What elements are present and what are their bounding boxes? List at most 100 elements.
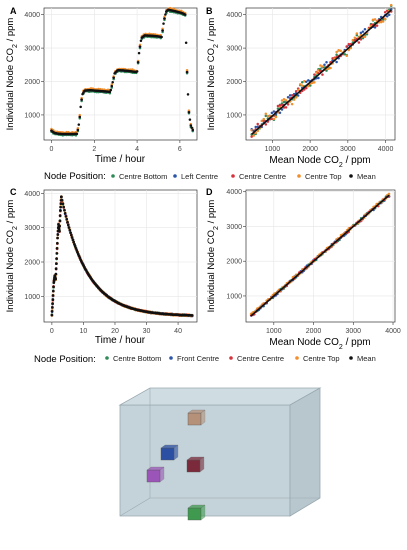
panel-b-point-centre-centre <box>264 123 268 126</box>
centre-bottom-node-front <box>187 507 202 521</box>
y-tick-label: 4000 <box>226 12 242 19</box>
panel-c-point-mean <box>60 199 64 202</box>
panel-b-point-centre-centre <box>375 24 379 27</box>
legend-key-mean <box>349 174 353 178</box>
panel-b-point-left-centre <box>292 92 296 96</box>
panel-b-point-centre-top <box>315 71 318 74</box>
panel-a-point-mean <box>75 132 79 136</box>
panel-b-point-centre-top <box>262 117 266 121</box>
panel-c-ylabel: Individual Node CO2 / ppm <box>5 200 19 313</box>
panel-b-point-centre-top <box>371 18 375 21</box>
panel-b-point-centre-top <box>389 3 393 7</box>
panel-b-point-centre-centre <box>286 103 290 106</box>
panel-b-point-centre-top <box>298 83 302 86</box>
panel-c-points <box>50 195 194 318</box>
panel-c-point-mean <box>72 240 75 244</box>
panel-b-point-centre-bottom <box>300 81 304 84</box>
panel-b-point-centre-top <box>264 112 268 115</box>
panel-b-point-centre-bottom <box>335 53 338 57</box>
x-tick-label: 3000 <box>340 146 356 153</box>
panel-b-point-centre-top <box>311 81 314 85</box>
panel-b-points <box>250 3 393 138</box>
panel-a-point-mean <box>136 60 140 64</box>
panel-a-plot-area <box>43 7 198 141</box>
panel-c-xlabel: Time / hour <box>95 335 146 346</box>
panel-b-point-centre-top <box>284 99 288 102</box>
legend-label-mean: Mean <box>357 172 376 181</box>
panel-a-point-mean <box>161 29 164 32</box>
cube-hidden-edge-diagonal <box>119 497 151 517</box>
y-tick-label: 2000 <box>24 79 40 86</box>
y-tick-label: 3000 <box>24 225 40 232</box>
panel-a-point-mean <box>191 128 194 132</box>
panel-a-xlabel: Time / hour <box>95 154 146 165</box>
x-tick-label: 2 <box>92 146 96 153</box>
panel-a-point-mean <box>184 41 188 44</box>
legend-key-centre-centre <box>231 174 235 178</box>
panel-c-point-mean <box>71 238 75 242</box>
panel-b-point-centre-top <box>272 117 276 121</box>
panel-d-label: D <box>206 187 213 197</box>
panel-c-point-mean <box>63 208 66 212</box>
panel-a-grid <box>44 8 197 140</box>
panel-c-point-mean <box>58 224 61 228</box>
legend-key-centre-top <box>297 174 301 178</box>
centre-top-node-front <box>187 412 202 426</box>
cube-right-face <box>289 387 321 517</box>
panel-a-point-mean <box>77 123 81 126</box>
panel-b-point-left-centre <box>361 30 365 33</box>
y-tick-label: 2000 <box>226 79 242 86</box>
panel-c-point-mean <box>55 257 58 260</box>
panel-b-ticks: 1000 2000 3000 4000 1000 2000 3000 4000 <box>226 12 393 153</box>
panel-b-point-centre-top <box>329 66 332 70</box>
panel-b-point-centre-bottom <box>325 69 328 72</box>
panel-c-point-mean <box>59 205 62 209</box>
centre-top-node <box>187 409 206 426</box>
x-tick-label: 30 <box>143 328 151 335</box>
legend-key-mean <box>349 356 353 360</box>
panel-b-point-centre-centre <box>278 104 282 107</box>
panel-c-point-mean <box>62 205 65 209</box>
panel-b-point-centre-top <box>383 17 387 21</box>
panel-b-point-centre-top <box>363 35 367 39</box>
panel-c-point-mean <box>67 226 71 229</box>
y-tick-label: 2000 <box>226 259 242 266</box>
front-centre-node-front <box>160 447 175 461</box>
panel-b-point-centre-top <box>290 102 294 106</box>
panel-a-point-mean <box>187 111 191 114</box>
panel-b-point-centre-bottom <box>343 52 346 56</box>
panel-c-point-mean <box>50 313 54 317</box>
legend-top-title: Node Position: <box>44 171 106 182</box>
front-centre-node-side <box>173 444 179 461</box>
panel-b-point-centre-centre <box>313 73 316 76</box>
legend-key-centre-top <box>295 356 299 360</box>
panel-b-point-centre-top <box>335 50 338 54</box>
panel-b-point-centre-top <box>327 67 330 70</box>
panel-a-point-centre-top <box>163 15 166 19</box>
panel-b-point-left-centre <box>307 79 310 82</box>
panel-a-point-mean <box>112 76 115 80</box>
panel-b-point-centre-top <box>351 38 355 42</box>
x-tick-label: 20 <box>111 328 119 335</box>
panel-d-points <box>249 192 391 317</box>
left-centre-node <box>146 466 165 483</box>
panel-a-point-mean <box>139 39 143 42</box>
panel-b-point-centre-centre <box>331 57 334 60</box>
panel-b-point-left-centre <box>317 76 320 80</box>
x-tick-label: 10 <box>80 328 88 335</box>
legend-bottom: Node Position: Centre Bottom Front Centre… <box>34 354 376 365</box>
panel-b-point-centre-centre <box>385 9 389 13</box>
panel-a-point-mean <box>162 22 165 25</box>
panel-c-point-mean <box>54 277 57 281</box>
x-tick-label: 0 <box>50 146 54 153</box>
panel-a-point-mean <box>183 13 187 16</box>
panel-c-point-mean <box>51 294 55 297</box>
panel-b-point-centre-top <box>373 18 377 21</box>
panel-c-point-mean <box>50 309 54 313</box>
panel-c-point-mean <box>58 229 61 233</box>
panel-b-point-centre-centre <box>250 135 253 138</box>
panel-a-point-mean <box>137 51 141 55</box>
y-tick-label: 3000 <box>226 224 242 231</box>
panel-a-point-mean <box>76 128 80 132</box>
x-tick-label: 0 <box>50 328 54 335</box>
